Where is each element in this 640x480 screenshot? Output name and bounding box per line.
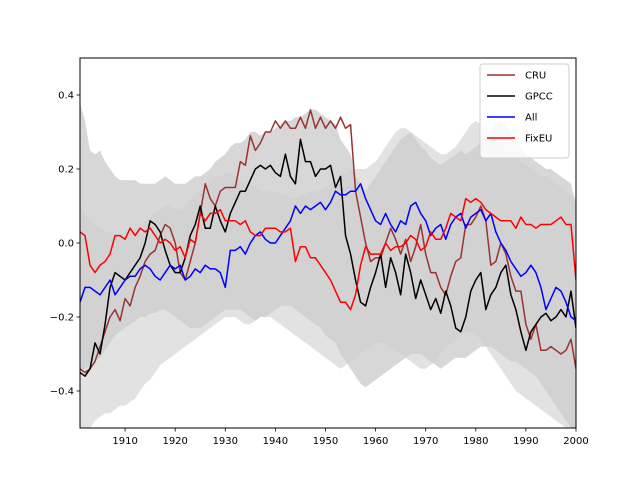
x-tick-label: 1960 [363, 436, 388, 447]
legend-box [479, 63, 570, 159]
series-line-all [80, 183, 576, 322]
y-tick-label: 0.4 [58, 91, 74, 102]
x-tick-label: 1990 [513, 436, 538, 447]
legend-label-fixeu: FixEU [525, 134, 552, 145]
y-axis: −0.4 −0.2 0.0 0.2 0.4 [50, 91, 80, 398]
x-tick-label: 1940 [263, 436, 288, 447]
y-tick-label: −0.4 [50, 387, 74, 398]
x-tick-label: 2000 [563, 436, 588, 447]
legend-label-all: All [525, 113, 537, 124]
confidence-band-2 [80, 120, 576, 428]
legend: CRU GPCC All FixEU [479, 63, 570, 159]
series-line-cru [80, 109, 576, 374]
y-tick-label: −0.2 [50, 313, 74, 324]
x-tick-label: 1970 [413, 436, 438, 447]
legend-label-cru: CRU [525, 71, 546, 82]
series-line-fixeu [80, 197, 576, 311]
x-tick-label: 1920 [162, 436, 187, 447]
x-tick-label: 1930 [213, 436, 238, 447]
y-tick-label: 0.2 [58, 165, 74, 176]
x-axis: 1910 1920 1930 1940 1950 1960 1970 1980 1990 2000 [112, 428, 589, 447]
x-tick-label: 1980 [463, 436, 488, 447]
x-tick-label: 1910 [112, 436, 137, 447]
legend-label-gpcc: GPCC [525, 92, 553, 103]
confidence-bands [80, 102, 576, 428]
x-tick-label: 1950 [313, 436, 338, 447]
y-tick-label: 0.0 [58, 239, 74, 250]
series-lines [80, 109, 576, 377]
